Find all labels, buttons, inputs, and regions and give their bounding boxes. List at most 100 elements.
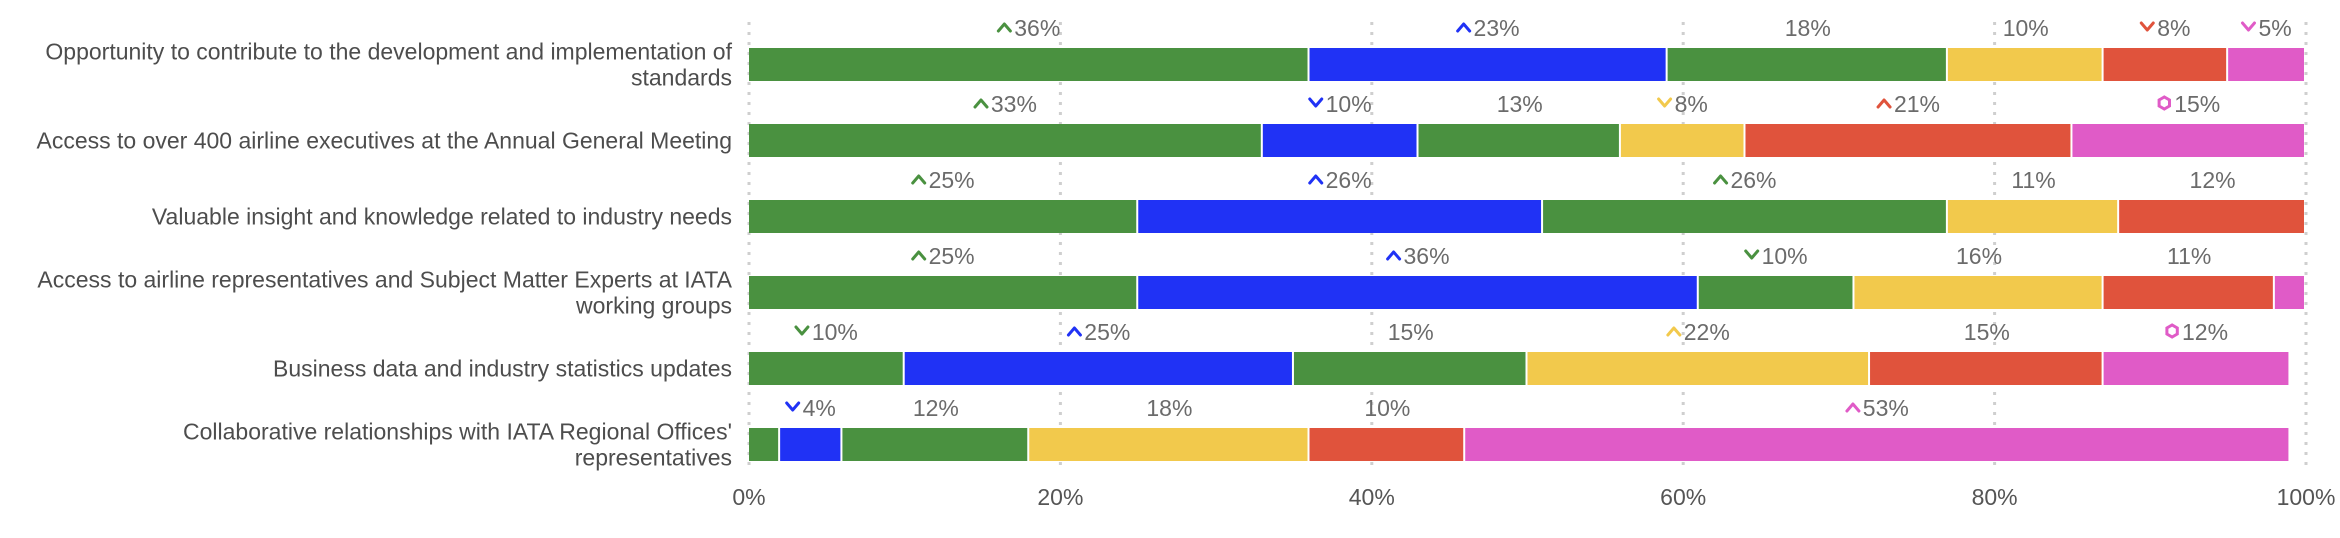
value-label: 26% [1326,167,1372,193]
value-label: 12% [913,395,959,421]
bar-segment [2103,352,2289,385]
bar-segment [1698,276,1853,309]
trend-down-icon [794,325,810,336]
bar-segment [1947,48,2102,81]
bar-segment [749,200,1137,233]
bar-segment [1947,200,2118,233]
hexagon-icon [2165,323,2179,339]
bar-segment [1293,352,1526,385]
trend-up-icon [1876,98,1892,109]
bar-segment [1418,124,1619,157]
bar-segment [1667,48,1946,81]
trend-down-icon [2139,21,2155,32]
trend-down-icon [1744,249,1760,260]
value-label: 11% [2167,243,2211,269]
value-label: 25% [929,243,975,269]
value-label: 25% [1084,319,1130,345]
bar-segment [1543,200,1946,233]
bar-segment [1309,428,1464,461]
trend-down-icon [1657,97,1673,108]
trend-up-icon [1666,326,1682,337]
value-label: 18% [1785,15,1831,41]
hexagon-icon [2157,95,2171,111]
value-label: 11% [2011,167,2055,193]
value-label: 12% [2182,319,2228,345]
bar-segment [1527,352,1869,385]
value-label: 8% [2157,15,2190,41]
trend-up-icon [911,250,927,261]
bar-segment [2228,48,2304,81]
x-tick-label: 20% [1037,484,1083,510]
bar-segment [749,276,1137,309]
category-label: Valuable insight and knowledge related t… [152,204,732,230]
trend-down-icon [2240,21,2256,32]
value-label: 10% [812,319,858,345]
value-label: 18% [1146,395,1192,421]
value-label: 16% [1956,243,2002,269]
value-label: 15% [2174,91,2220,117]
bar-segment [1465,428,2289,461]
value-label: 33% [991,91,1037,117]
bar-segment [1309,48,1666,81]
value-label: 26% [1730,167,1776,193]
bar-segment [904,352,1292,385]
bar-segment [1854,276,2102,309]
category-label: Collaborative relationships with IATA Re… [183,419,732,471]
value-label: 13% [1497,91,1543,117]
value-label: 8% [1675,91,1708,117]
value-label: 10% [1364,395,1410,421]
bar-segment [2274,276,2304,309]
value-label: 5% [2258,15,2291,41]
trend-up-icon [1713,174,1729,185]
bar-segment [2072,124,2304,157]
bar-segment [1138,276,1697,309]
value-label: 53% [1863,395,1909,421]
bar-segment [749,124,1261,157]
trend-down-icon [785,401,801,412]
value-label: 10% [1762,243,1808,269]
value-label: 15% [1388,319,1434,345]
bar-segment [1620,124,1744,157]
trend-up-icon [1456,22,1472,33]
bar-segment [842,428,1028,461]
value-label: 23% [1474,15,1520,41]
bar-segment [749,352,903,385]
value-label: 10% [2003,15,2049,41]
bar-segment [1262,124,1417,157]
value-label: 4% [803,395,836,421]
category-label: Access to over 400 airline executives at… [36,128,732,154]
bar-segment [2119,200,2304,233]
bar-segment [1029,428,1308,461]
x-tick-label: 0% [732,484,765,510]
category-label: Access to airline representatives and Su… [37,267,732,319]
category-label: Business data and industry statistics up… [273,356,732,382]
value-label: 36% [1014,15,1060,41]
trend-up-icon [996,22,1012,33]
bar-segment [749,48,1308,81]
x-tick-label: 40% [1349,484,1395,510]
bar-segment [2103,276,2273,309]
value-label: 15% [1964,319,2010,345]
x-tick-label: 60% [1660,484,1706,510]
bar-segment [2103,48,2227,81]
trend-up-icon [1845,402,1861,413]
trend-up-icon [973,98,989,109]
value-label: 36% [1403,243,1449,269]
bar-segment [1745,124,2071,157]
trend-up-icon [1386,250,1402,261]
x-tick-label: 80% [1972,484,2018,510]
trend-up-icon [911,174,927,185]
bar-segment [1870,352,2102,385]
trend-up-icon [1066,326,1082,337]
bar-segment [1138,200,1542,233]
trend-up-icon [1308,174,1324,185]
value-label: 10% [1326,91,1372,117]
value-label: 21% [1894,91,1940,117]
x-tick-label: 100% [2277,484,2336,510]
category-label: Opportunity to contribute to the develop… [45,39,732,91]
bar-segment [780,428,841,461]
bar-segment [749,428,779,461]
value-label: 22% [1684,319,1730,345]
value-label: 12% [2190,167,2236,193]
